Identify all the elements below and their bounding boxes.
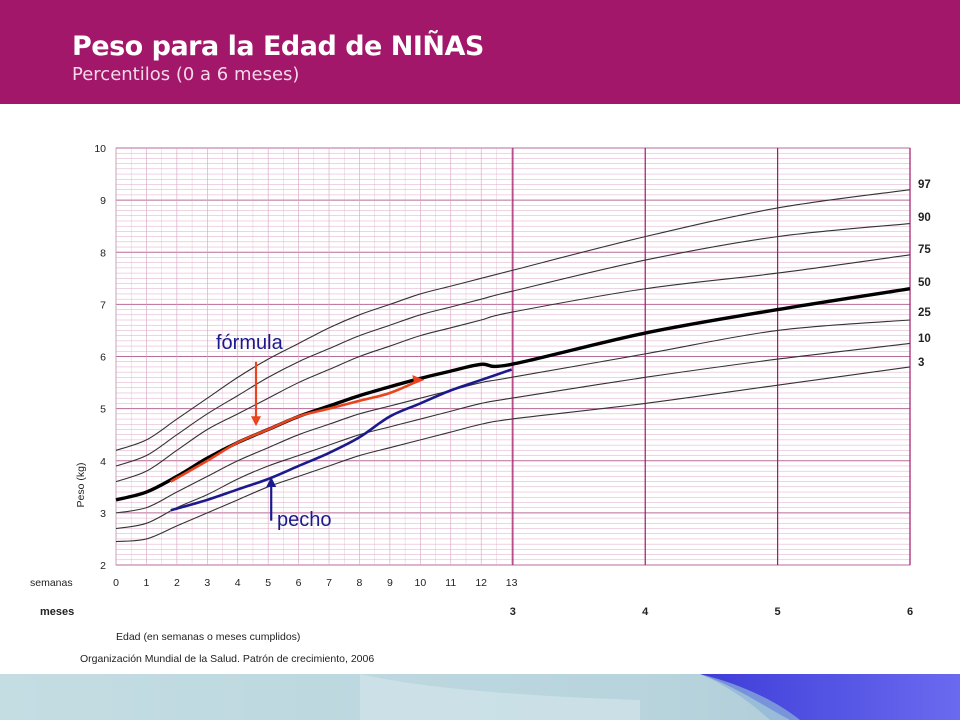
annotation-formula-label: fórmula: [216, 332, 284, 354]
x-month-tick-label: 6: [907, 606, 913, 618]
pecho-curve: [170, 368, 513, 512]
formula-curve-arrowhead: [412, 374, 425, 384]
x-week-tick-label: 4: [235, 577, 241, 589]
percentile-label-50: 50: [918, 277, 931, 289]
pecho-pointer-arrowhead: [266, 476, 277, 487]
annotation-curves: [170, 368, 513, 512]
percentile-label-75: 75: [918, 244, 931, 256]
y-tick-label: 6: [100, 352, 106, 364]
header-banner: Peso para la Edad de NIÑAS Percentilos (…: [0, 0, 960, 104]
x-month-tick-label: 3: [510, 606, 516, 618]
x-week-tick-label: 9: [387, 577, 393, 589]
y-axis-label: Peso (kg): [75, 463, 87, 508]
percentile-curve-97: [115, 189, 911, 451]
footer-band: [0, 674, 960, 720]
percentile-label-3: 3: [918, 357, 924, 369]
x-week-tick-label: 8: [357, 577, 363, 589]
annotation-arrows: [250, 361, 277, 521]
chart-grid: [115, 147, 911, 566]
percentile-label-90: 90: [918, 212, 931, 224]
y-tick-label: 8: [100, 247, 106, 259]
x-week-tick-label: 0: [113, 577, 119, 589]
x-week-tick-label: 11: [445, 577, 456, 589]
y-tick-label: 3: [100, 508, 106, 520]
percentile-curve-25: [115, 319, 911, 514]
percentile-curve-90: [115, 223, 911, 467]
annotation-pecho-label: pecho: [277, 509, 332, 531]
x-month-tick-label: 5: [775, 606, 781, 618]
percentile-curve-50: [115, 287, 911, 502]
y-tick-label: 9: [100, 195, 106, 207]
x-week-tick-label: 13: [506, 577, 518, 589]
percentile-label-25: 25: [918, 307, 931, 319]
page-subtitle: Percentilos (0 a 6 meses): [72, 64, 300, 85]
formula-curve: [170, 378, 421, 483]
percentile-curve-3: [115, 366, 911, 543]
y-tick-label: 4: [100, 456, 106, 468]
x-week-tick-label: 12: [475, 577, 487, 589]
x-week-tick-label: 6: [296, 577, 302, 589]
x-axis-week-label: semanas: [30, 577, 73, 589]
y-tick-label: 10: [94, 143, 106, 155]
x-week-tick-label: 5: [265, 577, 271, 589]
percentile-curve-10: [115, 342, 911, 530]
x-week-tick-label: 7: [326, 577, 332, 589]
x-month-tick-label: 4: [642, 606, 649, 618]
percentile-curve-75: [115, 254, 911, 483]
x-week-tick-label: 1: [144, 577, 150, 589]
page-title: Peso para la Edad de NIÑAS: [72, 31, 484, 62]
formula-pointer-arrowhead: [250, 416, 261, 427]
percentile-label-97: 97: [918, 179, 931, 191]
x-week-tick-label: 2: [174, 577, 180, 589]
x-week-tick-label: 3: [204, 577, 210, 589]
percentile-label-10: 10: [918, 333, 931, 345]
x-axis-month-label: meses: [40, 606, 74, 618]
chart-source: Organización Mundial de la Salud. Patrón…: [80, 653, 374, 665]
y-tick-label: 2: [100, 560, 106, 572]
x-week-tick-label: 10: [414, 577, 426, 589]
percentile-curves: 97 90 75 50 25 10 3: [115, 179, 931, 543]
x-axis-title: Edad (en semanas o meses cumplidos): [116, 631, 300, 643]
y-tick-label: 7: [100, 299, 106, 311]
y-tick-label: 5: [100, 404, 106, 416]
